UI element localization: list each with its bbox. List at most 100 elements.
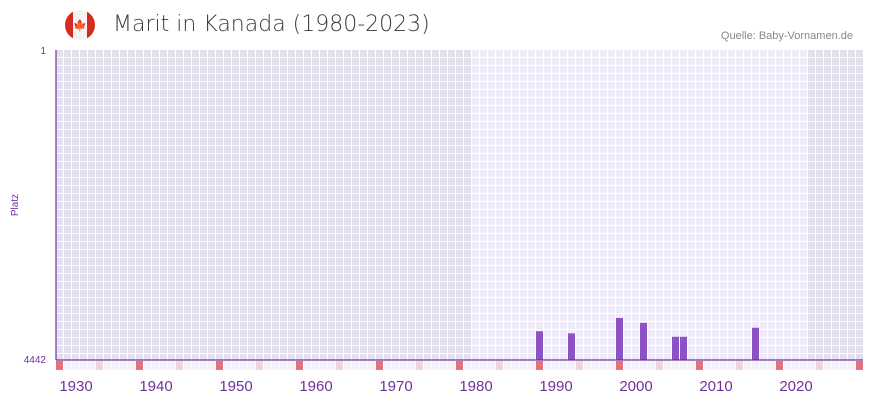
grid-cell bbox=[800, 306, 807, 313]
grid-cell bbox=[504, 130, 511, 137]
grid-cell bbox=[344, 282, 351, 289]
grid-cell bbox=[824, 58, 831, 65]
grid-cell bbox=[800, 354, 807, 360]
grid-cell bbox=[104, 210, 111, 217]
grid-cell bbox=[848, 226, 855, 233]
grid-cell bbox=[640, 234, 647, 241]
grid-cell bbox=[416, 274, 423, 281]
grid-cell bbox=[448, 194, 455, 201]
grid-cell bbox=[608, 138, 615, 145]
grid-cell bbox=[648, 274, 655, 281]
grid-cell bbox=[184, 58, 191, 65]
grid-cell bbox=[544, 178, 551, 185]
grid-cell bbox=[296, 274, 303, 281]
grid-cell bbox=[824, 298, 831, 305]
grid-cell bbox=[792, 322, 799, 329]
grid-cell bbox=[320, 82, 327, 89]
grid-cell bbox=[784, 242, 791, 249]
grid-cell bbox=[424, 322, 431, 329]
grid-cell bbox=[424, 242, 431, 249]
grid-cell bbox=[336, 162, 343, 169]
grid-cell bbox=[72, 250, 79, 257]
year-marker bbox=[704, 361, 711, 370]
grid-cell bbox=[520, 250, 527, 257]
grid-cell bbox=[408, 122, 415, 129]
grid-cell bbox=[784, 66, 791, 73]
grid-cell bbox=[728, 274, 735, 281]
grid-cell bbox=[776, 178, 783, 185]
grid-cell bbox=[192, 58, 199, 65]
grid-cell bbox=[176, 82, 183, 89]
grid-cell bbox=[792, 154, 799, 161]
grid-cell bbox=[576, 354, 583, 360]
grid-cell bbox=[520, 202, 527, 209]
grid-cell bbox=[200, 218, 207, 225]
grid-cell bbox=[344, 122, 351, 129]
grid-cell bbox=[240, 90, 247, 97]
grid-cell bbox=[776, 82, 783, 89]
grid-cell bbox=[432, 242, 439, 249]
grid-cell bbox=[376, 178, 383, 185]
grid-cell bbox=[696, 258, 703, 265]
grid-cell bbox=[208, 98, 215, 105]
grid-cell bbox=[600, 146, 607, 153]
grid-cell bbox=[192, 178, 199, 185]
grid-cell bbox=[80, 58, 87, 65]
grid-cell bbox=[664, 186, 671, 193]
grid-cell bbox=[680, 66, 687, 73]
grid-cell bbox=[760, 74, 767, 81]
grid-cell bbox=[696, 218, 703, 225]
grid-cell bbox=[80, 226, 87, 233]
grid-cell bbox=[800, 178, 807, 185]
grid-cell bbox=[392, 210, 399, 217]
grid-cell bbox=[256, 130, 263, 137]
grid-cell bbox=[816, 346, 823, 353]
grid-cell bbox=[360, 170, 367, 177]
grid-cell bbox=[160, 202, 167, 209]
grid-cell bbox=[352, 258, 359, 265]
grid-cell bbox=[488, 66, 495, 73]
grid-cell bbox=[336, 330, 343, 337]
grid-cell bbox=[480, 106, 487, 113]
source-link[interactable]: Quelle: Baby-Vornamen.de bbox=[720, 30, 853, 42]
grid-cell bbox=[320, 74, 327, 81]
grid-cell bbox=[312, 106, 319, 113]
grid-cell bbox=[320, 290, 327, 297]
grid-cell bbox=[216, 226, 223, 233]
grid-cell bbox=[784, 194, 791, 201]
grid-cell bbox=[304, 242, 311, 249]
grid-cell bbox=[680, 154, 687, 161]
grid-cell bbox=[408, 202, 415, 209]
grid-cell bbox=[760, 314, 767, 321]
grid-cell bbox=[608, 90, 615, 97]
year-marker bbox=[56, 361, 63, 370]
grid-cell bbox=[624, 122, 631, 129]
grid-cell bbox=[360, 226, 367, 233]
grid-cell bbox=[96, 114, 103, 121]
grid-cell bbox=[352, 194, 359, 201]
grid-cell bbox=[352, 74, 359, 81]
grid-cell bbox=[424, 138, 431, 145]
grid-cell bbox=[784, 202, 791, 209]
grid-cell bbox=[376, 74, 383, 81]
grid-cell bbox=[120, 250, 127, 257]
grid-cell bbox=[688, 90, 695, 97]
grid-cell bbox=[312, 274, 319, 281]
grid-cell bbox=[560, 210, 567, 217]
grid-cell bbox=[632, 338, 639, 345]
grid-cell bbox=[824, 138, 831, 145]
grid-cell bbox=[800, 250, 807, 257]
grid-cell bbox=[400, 82, 407, 89]
grid-cell bbox=[816, 322, 823, 329]
grid-cell bbox=[384, 210, 391, 217]
grid-cell bbox=[136, 202, 143, 209]
grid-cell bbox=[504, 170, 511, 177]
year-marker bbox=[768, 361, 775, 370]
grid-cell bbox=[432, 114, 439, 121]
grid-cell bbox=[424, 346, 431, 353]
grid-cell bbox=[384, 162, 391, 169]
grid-cell bbox=[480, 258, 487, 265]
grid-cell bbox=[312, 258, 319, 265]
grid-cell bbox=[232, 314, 239, 321]
grid-cell bbox=[216, 274, 223, 281]
